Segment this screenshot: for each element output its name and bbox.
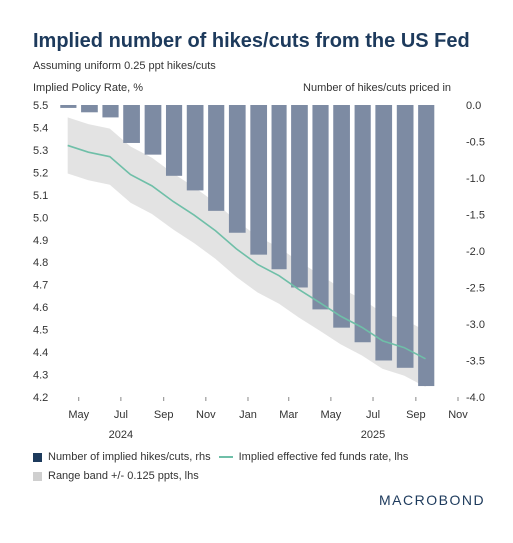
- bar-2025-05: [333, 105, 350, 328]
- x-tick-label: Jul: [366, 409, 380, 421]
- left-tick-label: 5.4: [33, 122, 48, 134]
- x-year-label: 2024: [109, 429, 133, 441]
- bar-2024-09: [165, 105, 183, 176]
- right-tick-label: -3.0: [466, 319, 485, 331]
- macrobond-logo: MACROBOND: [379, 492, 486, 508]
- bar-2024-04: [60, 105, 77, 108]
- chart-subtitle: Assuming uniform 0.25 ppt hikes/cuts: [33, 60, 216, 72]
- bar-2024-05: [81, 105, 98, 113]
- left-tick-label: 4.5: [33, 325, 48, 337]
- right-tick-label: -2.5: [466, 283, 485, 295]
- bar-2025-08: [396, 105, 414, 368]
- right-tick-label: -3.5: [466, 356, 485, 368]
- right-tick-label: -1.5: [466, 210, 485, 222]
- bar-2024-06: [102, 105, 119, 118]
- x-tick-label: Sep: [154, 409, 174, 421]
- left-tick-label: 4.6: [33, 302, 48, 314]
- bar-2025-07: [375, 105, 393, 361]
- left-tick-label: 5.1: [33, 190, 48, 202]
- bar-2025-04: [312, 105, 329, 310]
- left-tick-label: 5.3: [33, 145, 48, 157]
- x-tick-label: Mar: [279, 409, 298, 421]
- legend-line-swatch: [218, 456, 233, 458]
- left-tick-label: 4.4: [33, 347, 48, 359]
- bar-2024-12: [228, 105, 246, 233]
- right-tick-label: -1.0: [466, 173, 485, 185]
- left-tick-label: 4.3: [33, 370, 48, 382]
- legend-bar-label: Number of implied hikes/cuts, rhs: [48, 451, 211, 463]
- left-tick-label: 5.5: [33, 100, 48, 112]
- legend-band-label: Range band +/- 0.125 ppts, lhs: [48, 470, 199, 482]
- x-tick-label: May: [68, 409, 89, 421]
- x-tick-label: Jan: [239, 409, 257, 421]
- left-axis-label: Implied Policy Rate, %: [33, 82, 144, 94]
- bar-2025-02: [271, 105, 287, 270]
- bar-2024-08: [144, 105, 162, 155]
- range-band: [67, 117, 426, 387]
- left-tick-label: 4.8: [33, 257, 48, 269]
- right-axis-label: Number of hikes/cuts priced in: [303, 82, 451, 94]
- x-tick-label: Nov: [196, 409, 216, 421]
- right-tick-label: -2.0: [466, 246, 485, 258]
- chart-title: Implied number of hikes/cuts from the US…: [33, 30, 470, 52]
- legend-line-label: Implied effective fed funds rate, lhs: [238, 451, 409, 463]
- left-tick-label: 4.2: [33, 392, 48, 404]
- legend-band-swatch: [33, 471, 42, 481]
- fed-funds-line: [67, 144, 426, 360]
- left-tick-label: 4.7: [33, 280, 48, 292]
- bar-2025-06: [354, 105, 371, 343]
- right-tick-label: -4.0: [466, 392, 485, 404]
- x-tick-label: Sep: [406, 409, 426, 421]
- x-tick-label: Jul: [114, 409, 128, 421]
- bar-2024-11: [208, 105, 225, 211]
- bar-2025-03: [291, 105, 308, 288]
- left-tick-label: 4.9: [33, 235, 48, 247]
- left-tick-label: 5.2: [33, 167, 48, 179]
- bar-2025-01: [250, 105, 268, 255]
- x-year-label: 2025: [361, 429, 385, 441]
- legend-bar-swatch: [33, 452, 42, 462]
- right-tick-label: 0.0: [466, 100, 481, 112]
- left-tick-label: 5.0: [33, 212, 48, 224]
- x-tick-label: May: [320, 409, 341, 421]
- right-tick-label: -0.5: [466, 137, 485, 149]
- bar-2025-09: [418, 105, 435, 387]
- x-tick-label: Nov: [448, 409, 468, 421]
- legend-row-1: Number of implied hikes/cuts, rhs Implie…: [33, 451, 408, 463]
- legend-row-2: Range band +/- 0.125 ppts, lhs: [33, 470, 199, 482]
- bar-2024-10: [186, 105, 204, 191]
- bar-2024-07: [123, 105, 140, 143]
